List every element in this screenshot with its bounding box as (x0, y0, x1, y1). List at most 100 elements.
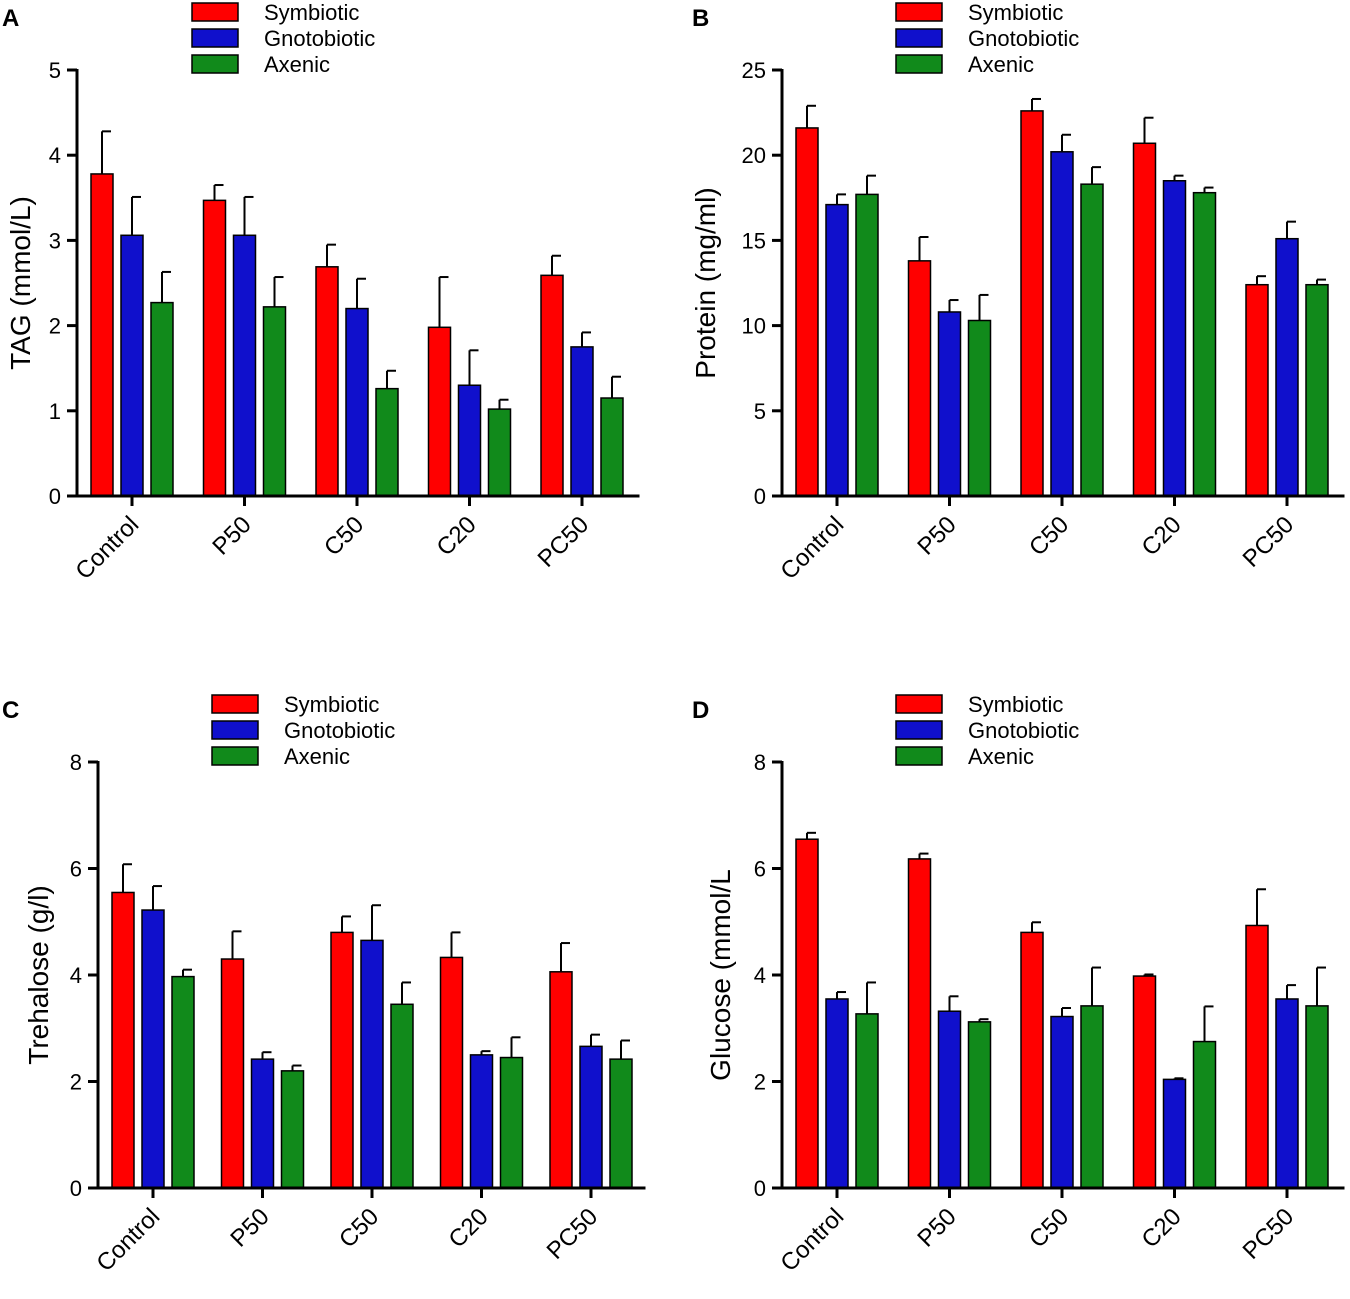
x-tick-label: C20 (432, 511, 482, 561)
bar-symbiotic-c20 (427, 326, 452, 497)
bar-axenic-c50 (375, 387, 399, 497)
panel-letter: B (692, 5, 709, 32)
bar-symbiotic-c20 (439, 956, 464, 1189)
y-axis-label: TAG (mmol/L) (5, 196, 36, 370)
y-tick-label: 6 (70, 857, 82, 882)
y-tick-label: 10 (742, 314, 766, 339)
legend-label-gnotobiotic: Gnotobiotic (284, 718, 395, 743)
bar-symbiotic-control (795, 838, 819, 1189)
x-tick-label: C20 (1137, 511, 1187, 561)
bar-gnotobiotic-c50 (360, 939, 384, 1189)
x-tick-label: PC50 (1238, 511, 1300, 573)
bar-symbiotic-c50 (1020, 931, 1044, 1189)
bar-axenic-c20 (1192, 191, 1217, 497)
bar-symbiotic-p50 (907, 858, 932, 1189)
y-tick-label: 5 (49, 58, 61, 83)
legend-label-axenic: Axenic (284, 744, 350, 769)
bar-axenic-c50 (1080, 1005, 1104, 1189)
y-tick-label: 2 (70, 1070, 82, 1095)
bar-symbiotic-pc50 (1245, 283, 1269, 497)
x-tick-label: C50 (1024, 1203, 1074, 1253)
bar-axenic-c50 (1080, 183, 1104, 497)
legend-label-axenic: Axenic (968, 744, 1034, 769)
y-tick-label: 0 (70, 1176, 82, 1201)
bar-symbiotic-p50 (202, 199, 227, 497)
y-tick-label: 4 (754, 963, 766, 988)
bar-symbiotic-control (90, 173, 114, 497)
bar-symbiotic-pc50 (549, 971, 573, 1189)
y-tick-label: 25 (742, 58, 766, 83)
panel-letter: C (2, 697, 19, 724)
y-axis-label: Protein (mg/ml) (690, 187, 721, 378)
bar-gnotobiotic-c50 (345, 307, 369, 497)
bar-gnotobiotic-p50 (232, 234, 257, 497)
x-tick-label: P50 (912, 511, 961, 560)
bar-gnotobiotic-c50 (1050, 1015, 1074, 1189)
x-tick-label: C50 (1024, 511, 1074, 561)
bar-symbiotic-c50 (315, 266, 339, 497)
x-tick-label: PC50 (1238, 1203, 1300, 1265)
bar-symbiotic-c50 (1020, 110, 1044, 497)
x-tick-label: C50 (319, 511, 369, 561)
legend-label-symbiotic: Symbiotic (968, 692, 1063, 717)
x-tick-label: C20 (1137, 1203, 1187, 1253)
legend-label-axenic: Axenic (968, 52, 1034, 77)
x-tick-label: C50 (334, 1203, 384, 1253)
bar-axenic-c50 (390, 1003, 414, 1189)
bar-gnotobiotic-pc50 (570, 346, 594, 497)
x-tick-label: C20 (444, 1203, 494, 1253)
bar-gnotobiotic-pc50 (1275, 237, 1299, 497)
legend-label-gnotobiotic: Gnotobiotic (968, 26, 1079, 51)
y-tick-label: 2 (754, 1070, 766, 1095)
bar-axenic-pc50 (1305, 1005, 1329, 1189)
bar-axenic-control (855, 193, 879, 497)
legend-swatch-axenic (211, 746, 259, 766)
y-axis-label: Glucose (mmol/L (705, 869, 736, 1081)
legend-label-symbiotic: Symbiotic (968, 0, 1063, 25)
x-tick-label: P50 (225, 1203, 274, 1252)
bar-gnotobiotic-c20 (469, 1054, 494, 1189)
legend-label-axenic: Axenic (264, 52, 330, 77)
legend-swatch-symbiotic (211, 694, 259, 714)
legend-label-gnotobiotic: Gnotobiotic (968, 718, 1079, 743)
bar-axenic-pc50 (1305, 283, 1329, 497)
bar-gnotobiotic-c20 (457, 384, 482, 497)
bar-axenic-c20 (487, 408, 512, 497)
bar-axenic-c20 (499, 1056, 524, 1189)
bar-symbiotic-c50 (330, 931, 354, 1189)
bar-gnotobiotic-c20 (1162, 1078, 1187, 1189)
x-tick-label: Control (775, 1203, 849, 1277)
y-tick-label: 6 (754, 857, 766, 882)
legend-label-symbiotic: Symbiotic (284, 692, 379, 717)
x-tick-label: PC50 (542, 1203, 604, 1265)
bar-axenic-p50 (280, 1070, 305, 1189)
bar-gnotobiotic-control (120, 234, 144, 497)
x-tick-label: P50 (912, 1203, 961, 1252)
bar-symbiotic-p50 (907, 260, 932, 497)
bar-gnotobiotic-p50 (250, 1058, 275, 1189)
bar-axenic-control (150, 301, 174, 497)
bar-gnotobiotic-pc50 (579, 1045, 603, 1189)
y-tick-label: 4 (49, 143, 61, 168)
y-tick-label: 20 (742, 143, 766, 168)
legend-swatch-axenic (895, 746, 943, 766)
legend-swatch-gnotobiotic (895, 28, 943, 48)
legend-swatch-gnotobiotic (191, 28, 239, 48)
y-tick-label: 15 (742, 228, 766, 253)
bar-gnotobiotic-p50 (937, 1010, 962, 1189)
bar-gnotobiotic-c20 (1162, 180, 1187, 497)
bar-axenic-pc50 (600, 397, 624, 497)
bar-axenic-pc50 (609, 1058, 633, 1189)
legend-label-gnotobiotic: Gnotobiotic (264, 26, 375, 51)
legend-swatch-symbiotic (895, 2, 943, 22)
bar-symbiotic-pc50 (540, 274, 564, 497)
y-tick-label: 8 (70, 750, 82, 775)
bar-gnotobiotic-c50 (1050, 151, 1074, 497)
bar-gnotobiotic-control (825, 998, 849, 1189)
y-tick-label: 3 (49, 228, 61, 253)
legend-swatch-symbiotic (191, 2, 239, 22)
